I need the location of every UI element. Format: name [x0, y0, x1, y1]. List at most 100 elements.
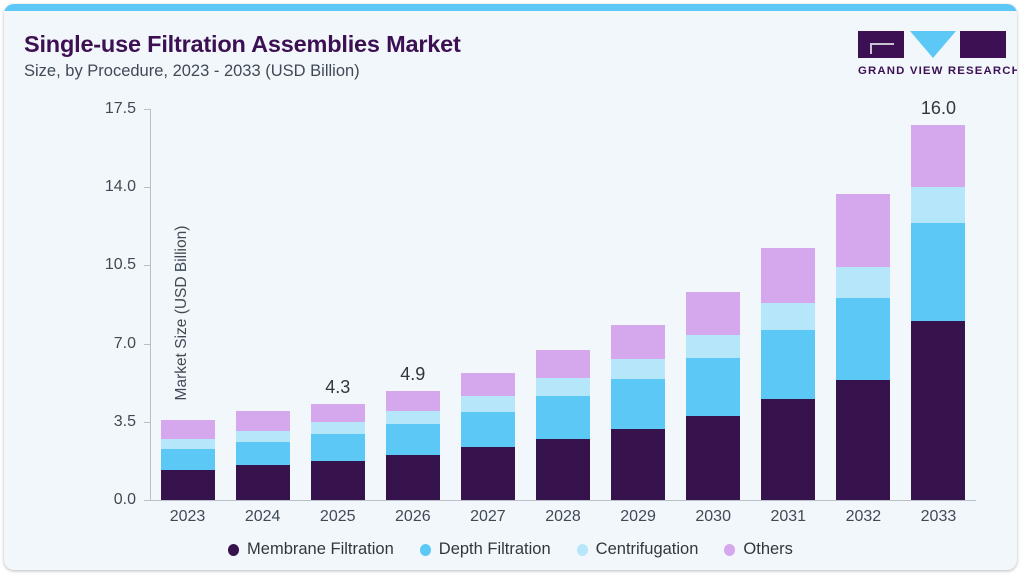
legend-item-centrifugation[interactable]: Centrifugation [576, 540, 699, 559]
bar-segment-centrifugation[interactable] [460, 396, 515, 412]
x-axis-tick-label: 2027 [470, 508, 506, 525]
y-axis-tick-label: 7.0 [113, 334, 136, 352]
legend-item-membrane-filtration[interactable]: Membrane Filtration [228, 540, 394, 559]
bar-segment-depth-filtration[interactable] [460, 411, 515, 448]
y-axis-tick-label: 14.0 [104, 178, 136, 196]
x-axis-tick-label: 2025 [319, 508, 356, 525]
bar-segment-depth-filtration[interactable] [611, 379, 666, 429]
bar-2023[interactable] [160, 419, 215, 500]
bar-2027[interactable] [460, 372, 515, 500]
y-axis-tick-mark [144, 109, 150, 110]
bar-segment-depth-filtration[interactable] [160, 448, 215, 470]
bar-segment-others[interactable] [385, 390, 440, 411]
x-axis-tick-label: 2029 [620, 508, 656, 525]
bar-segment-membrane-filtration[interactable] [611, 428, 666, 500]
bar-segment-membrane-filtration[interactable] [536, 438, 590, 500]
grand-view-research-logo [858, 31, 1006, 79]
accent-top-bar [4, 4, 1017, 11]
y-axis-tick-label: 17.5 [104, 100, 136, 117]
bar-segment-centrifugation[interactable] [536, 378, 590, 397]
bar-segment-others[interactable] [310, 403, 365, 422]
bar-2026[interactable] [385, 390, 440, 500]
bar-segment-membrane-filtration[interactable] [160, 469, 215, 500]
y-axis-tick-mark [144, 500, 150, 501]
bar-segment-others[interactable] [836, 193, 891, 267]
bar-segment-others[interactable] [460, 372, 515, 397]
y-axis-line [150, 109, 151, 500]
bar-segment-others[interactable] [235, 410, 290, 431]
chart-legend: Membrane Filtration Depth Filtration Centr… [4, 540, 1017, 559]
y-axis-tick-mark [144, 421, 150, 423]
bar-segment-depth-filtration[interactable] [761, 330, 816, 400]
x-axis-line [150, 500, 976, 501]
chart-card: Single-use Filtration Assemblies Market … [4, 4, 1017, 570]
bar-value-label: 4.3 [325, 376, 351, 397]
y-axis-label: Market Size (USD Billion) [173, 225, 190, 401]
bar-segment-centrifugation[interactable] [761, 303, 816, 331]
page-subtitle: Size, by Procedure, 2023 - 2033 (USD Bil… [24, 62, 360, 80]
bar-segment-others[interactable] [536, 350, 590, 379]
x-axis-tick-label: 2024 [244, 508, 281, 525]
x-axis-tick-label: 2030 [695, 508, 731, 525]
bar-segment-others[interactable] [611, 324, 666, 360]
bar-segment-membrane-filtration[interactable] [761, 399, 816, 500]
bar-segment-others[interactable] [160, 419, 215, 439]
bar-segment-membrane-filtration[interactable] [836, 380, 891, 500]
bar-segment-depth-filtration[interactable] [911, 222, 966, 322]
bar-segment-depth-filtration[interactable] [536, 396, 590, 439]
x-axis-tick-label: 2026 [395, 508, 431, 525]
bar-2029[interactable] [611, 324, 666, 500]
bar-segment-others[interactable] [686, 292, 741, 335]
legend-item-depth-filtration[interactable]: Depth Filtration [419, 540, 551, 559]
bar-segment-centrifugation[interactable] [836, 266, 891, 298]
bar-segment-depth-filtration[interactable] [310, 434, 365, 461]
bar-2028[interactable] [536, 350, 590, 500]
logo-right-rect-icon [960, 31, 1006, 58]
y-axis-tick-mark [144, 265, 150, 267]
legend-item-label: Others [743, 540, 793, 558]
legend-item-label: Centrifugation [595, 540, 699, 558]
y-axis-tick-label: 10.5 [104, 256, 136, 274]
x-axis-tick-label: 2031 [770, 508, 807, 525]
bar-segment-others[interactable] [911, 124, 966, 188]
legend-marker-icon [419, 543, 431, 556]
bar-segment-depth-filtration[interactable] [686, 358, 741, 417]
bar-segment-depth-filtration[interactable] [235, 441, 290, 466]
y-axis-tick-label: 0.0 [113, 491, 136, 508]
bar-segment-membrane-filtration[interactable] [235, 465, 290, 500]
bar-segment-membrane-filtration[interactable] [460, 447, 515, 500]
bar-segment-membrane-filtration[interactable] [385, 455, 440, 500]
bar-segment-centrifugation[interactable] [911, 187, 966, 223]
bar-segment-centrifugation[interactable] [385, 410, 440, 425]
bar-segment-membrane-filtration[interactable] [686, 416, 741, 500]
legend-item-label: Depth Filtration [438, 540, 551, 558]
bar-segment-others[interactable] [761, 247, 816, 304]
bar-2032[interactable] [836, 193, 891, 500]
bar-segment-depth-filtration[interactable] [385, 424, 440, 456]
bar-2033[interactable] [911, 124, 966, 500]
logo-triangle-icon [910, 31, 956, 58]
legend-marker-icon [724, 543, 736, 556]
legend-marker-icon [228, 543, 240, 556]
legend-item-others[interactable]: Others [724, 540, 793, 559]
bar-segment-membrane-filtration[interactable] [911, 321, 966, 500]
x-axis-tick-label: 2023 [169, 508, 206, 525]
bar-segment-membrane-filtration[interactable] [310, 460, 365, 500]
bar-segment-centrifugation[interactable] [611, 359, 666, 380]
y-axis-tick-label: 3.5 [113, 412, 136, 430]
x-axis-tick-label: 2028 [545, 508, 581, 525]
bar-segment-centrifugation[interactable] [235, 430, 290, 442]
logo-left-rect-icon [858, 31, 904, 58]
bar-2031[interactable] [761, 247, 816, 500]
y-axis-tick-mark [144, 187, 150, 189]
bar-2025[interactable] [310, 403, 365, 500]
bar-segment-centrifugation[interactable] [686, 334, 741, 359]
bar-2024[interactable] [235, 410, 290, 500]
bar-segment-centrifugation[interactable] [160, 438, 215, 449]
bar-value-label: 16.0 [920, 97, 956, 118]
bar-segment-depth-filtration[interactable] [836, 297, 891, 381]
y-axis-tick-mark [144, 343, 150, 345]
x-axis-tick-label: 2032 [845, 508, 882, 525]
bar-segment-centrifugation[interactable] [310, 421, 365, 435]
bar-2030[interactable] [686, 292, 741, 500]
